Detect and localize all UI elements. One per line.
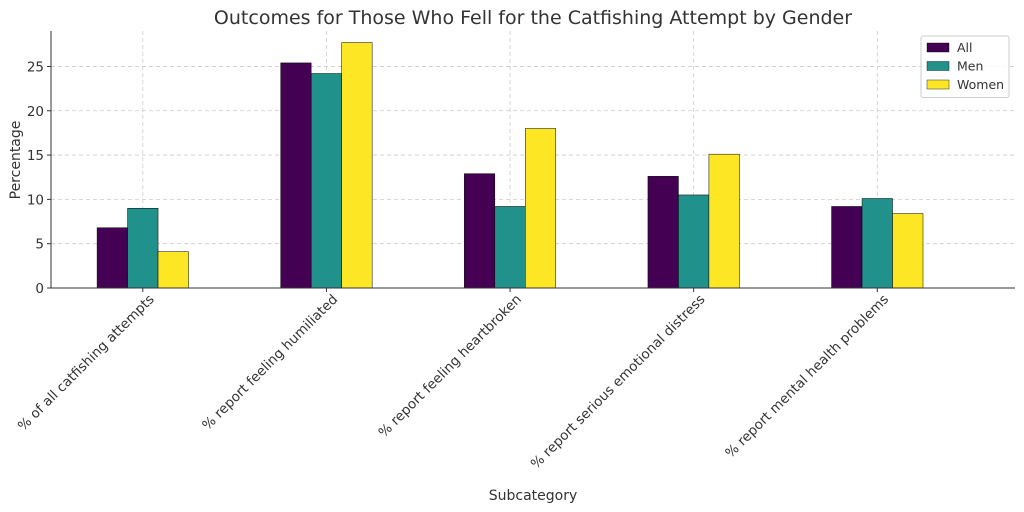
- y-tick-label: 20: [27, 104, 44, 120]
- x-tick-label: % of all catfishing attempts: [15, 292, 158, 435]
- legend-swatch-men: [926, 61, 950, 71]
- bar-men-2: [494, 206, 526, 289]
- bar-men-3: [678, 194, 710, 289]
- bar-women-0: [157, 251, 189, 289]
- x-axis-label: Subcategory: [489, 488, 578, 504]
- bar-women-3: [708, 153, 740, 289]
- y-tick-label: 5: [35, 237, 44, 253]
- bar-men-1: [310, 73, 342, 289]
- y-axis-label: Percentage: [8, 121, 24, 200]
- axes: [50, 31, 1015, 289]
- bar-all-3: [647, 176, 679, 289]
- bar-all-1: [280, 62, 312, 289]
- bar-women-4: [892, 213, 924, 289]
- y-tick-label: 15: [27, 148, 44, 164]
- bar-women-1: [341, 42, 373, 289]
- bar-men-0: [127, 207, 159, 289]
- bar-men-4: [861, 198, 893, 289]
- x-tick-label: % report feeling humiliated: [199, 292, 341, 434]
- bar-all-2: [464, 173, 496, 289]
- legend-label-men: Men: [957, 59, 983, 74]
- bar-women-2: [525, 128, 557, 289]
- y-tick-label: 25: [27, 59, 44, 75]
- x-ticks: % of all catfishing attempts % report fee…: [15, 288, 892, 472]
- legend: All Men Women: [920, 35, 1010, 98]
- x-tick-label: % report serious emotional distress: [528, 292, 709, 473]
- y-ticks: 0 5 10 15 20 25: [27, 59, 51, 297]
- legend-label-women: Women: [957, 77, 1004, 92]
- legend-swatch-women: [926, 79, 950, 90]
- y-tick-label: 0: [35, 281, 44, 297]
- bars: [96, 42, 924, 289]
- legend-swatch-all: [926, 42, 950, 53]
- y-tick-label: 10: [27, 192, 44, 208]
- bar-all-0: [96, 227, 128, 289]
- x-tick-label: % report feeling heartbroken: [376, 292, 525, 441]
- legend-label-all: All: [957, 40, 973, 55]
- x-tick-label: % report mental health problems: [722, 292, 892, 462]
- chart-title: Outcomes for Those Who Fell for the Catf…: [214, 7, 852, 29]
- bar-all-4: [831, 206, 863, 289]
